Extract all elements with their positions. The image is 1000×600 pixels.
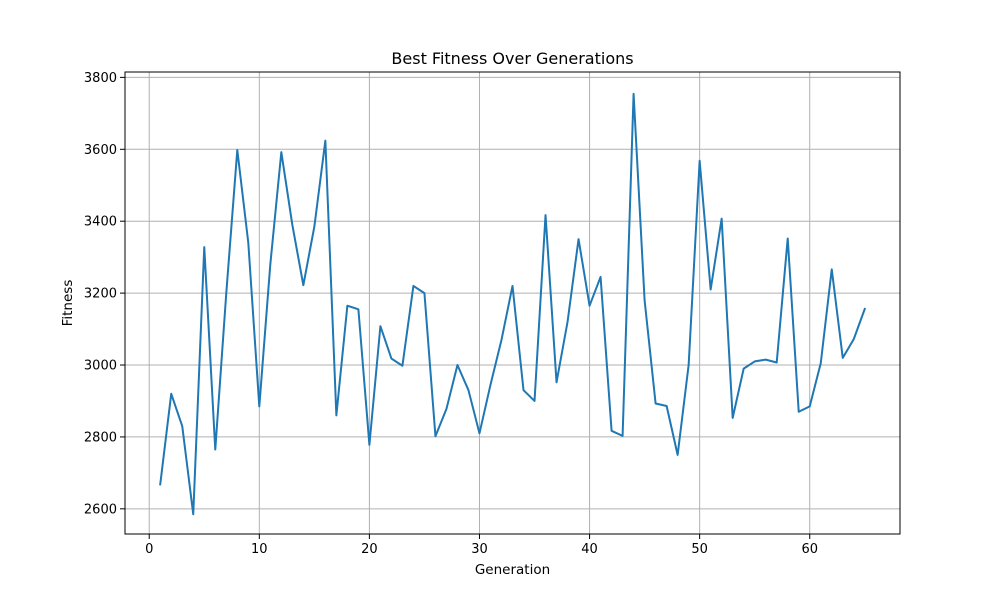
- plot-frame: [124, 71, 901, 535]
- x-tick-label: 30: [471, 542, 488, 557]
- y-tick-label: 2800: [84, 430, 117, 445]
- x-tick-label: 10: [251, 542, 268, 557]
- y-tick-label: 2600: [84, 502, 117, 517]
- chart-title: Best Fitness Over Generations: [391, 49, 633, 68]
- x-tick-label: 60: [801, 542, 818, 557]
- y-tick-label: 3200: [84, 287, 117, 302]
- y-tick-label: 3400: [84, 215, 117, 230]
- x-tick-label: 40: [581, 542, 598, 557]
- y-tick-label: 3600: [84, 143, 117, 158]
- y-tick-label: 3800: [84, 71, 117, 86]
- y-tick-label: 3000: [84, 359, 117, 374]
- y-axis-label: Fitness: [60, 280, 76, 327]
- ticks: 0 10 20 30 40 50 60 2600 2800 3000 3200 3400 3600 380…: [84, 71, 818, 557]
- series-layer: [159, 92, 867, 516]
- x-tick-label: 50: [691, 542, 708, 557]
- series-line-best-fitness: [159, 92, 867, 516]
- x-tick-label: 0: [145, 542, 153, 557]
- x-tick-label: 20: [361, 542, 378, 557]
- x-axis-label: Generation: [475, 562, 550, 578]
- grid: [125, 72, 900, 534]
